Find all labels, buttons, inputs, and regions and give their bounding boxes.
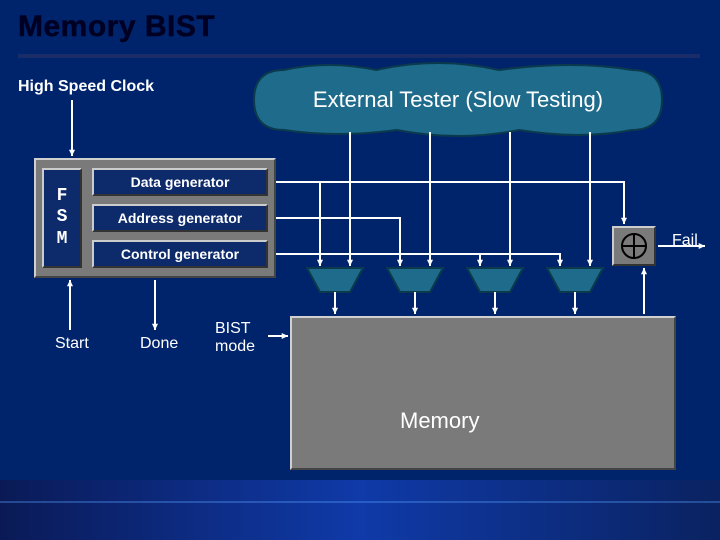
xor-compare-box (612, 226, 656, 266)
xor-icon (616, 230, 652, 262)
memory-box (290, 316, 676, 470)
data-generator-label: Data generator (131, 174, 230, 190)
data-generator-box: Data generator (92, 168, 268, 196)
address-generator-box: Address generator (92, 204, 268, 232)
fsm-box: F S M (42, 168, 82, 268)
address-generator-label: Address generator (118, 210, 242, 226)
label-done: Done (140, 335, 178, 353)
page-title: Memory BIST (18, 10, 215, 44)
label-bist-mode: BIST mode (215, 320, 275, 355)
label-high-speed-clock: High Speed Clock (18, 78, 154, 96)
control-generator-box: Control generator (92, 240, 268, 268)
label-external-tester: External Tester (Slow Testing) (274, 87, 642, 113)
fsm-letter-m: M (57, 229, 68, 251)
label-fail: Fail (672, 232, 698, 250)
label-start: Start (55, 335, 89, 353)
fsm-letter-s: S (57, 207, 68, 229)
label-memory: Memory (400, 408, 479, 434)
diagram-stage: Memory BIST High Speed Clock External Te… (0, 0, 720, 540)
fsm-letter-f: F (57, 186, 68, 208)
control-generator-label: Control generator (121, 246, 239, 262)
